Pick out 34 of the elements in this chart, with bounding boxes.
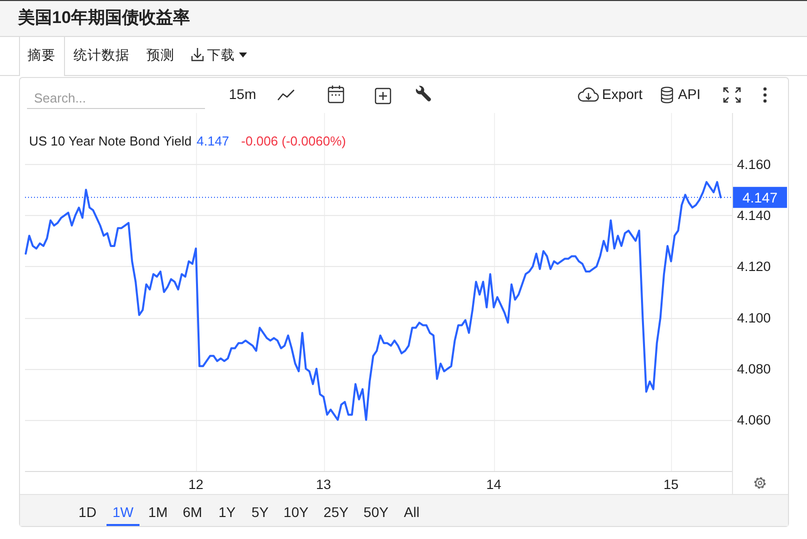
x-category-label: 15 bbox=[664, 477, 679, 492]
ref-line-label: 4.147 bbox=[742, 189, 778, 206]
timeframe-label: 50Y bbox=[364, 504, 388, 520]
x-category-label: 12 bbox=[188, 477, 204, 492]
timeframe-label: 10Y bbox=[284, 504, 308, 520]
toolbar-label: Export bbox=[602, 86, 642, 102]
y-tick-label: 4.120 bbox=[737, 259, 771, 274]
title: 美国10年期国债收益率 bbox=[18, 8, 190, 27]
timeframe-label: 5Y bbox=[251, 504, 269, 520]
timeframe-label: 25Y bbox=[324, 504, 348, 520]
toolbar-label: API bbox=[678, 86, 701, 102]
timeframe-label: 1D bbox=[78, 504, 96, 520]
y-tick-label: 4.160 bbox=[737, 156, 771, 172]
tab-label: 下载 bbox=[207, 48, 235, 62]
reference-label: 4.147 bbox=[733, 186, 787, 208]
y-tick-label: 4.140 bbox=[737, 208, 771, 223]
toolbar-label: 15m bbox=[228, 86, 256, 102]
y-tick-label: 4.080 bbox=[737, 361, 771, 376]
timeframe-label: All bbox=[404, 504, 420, 520]
search-field: Search... bbox=[26, 90, 206, 109]
y-tick-label: 4.060 bbox=[737, 412, 771, 428]
timeframe-label: 1Y bbox=[218, 504, 236, 520]
x-category-label: 14 bbox=[486, 477, 502, 492]
tab-label: 统计数据 bbox=[74, 48, 130, 62]
subtitle: US 10 Year Note Bond Yield bbox=[29, 134, 192, 148]
timeframe-selected: 1W bbox=[106, 504, 140, 526]
timeframe-label: 1M bbox=[148, 504, 168, 520]
tab-label: 预测 bbox=[146, 48, 174, 62]
annotation: -0.006 (-0.0060%) bbox=[241, 134, 346, 148]
x-category-label: 13 bbox=[316, 477, 332, 492]
timeframe-label: 6M bbox=[182, 504, 202, 520]
y-tick-label: 4.100 bbox=[737, 310, 771, 326]
annotation: 4.147 bbox=[196, 134, 230, 148]
tab-selected: 摘要 bbox=[19, 36, 65, 76]
